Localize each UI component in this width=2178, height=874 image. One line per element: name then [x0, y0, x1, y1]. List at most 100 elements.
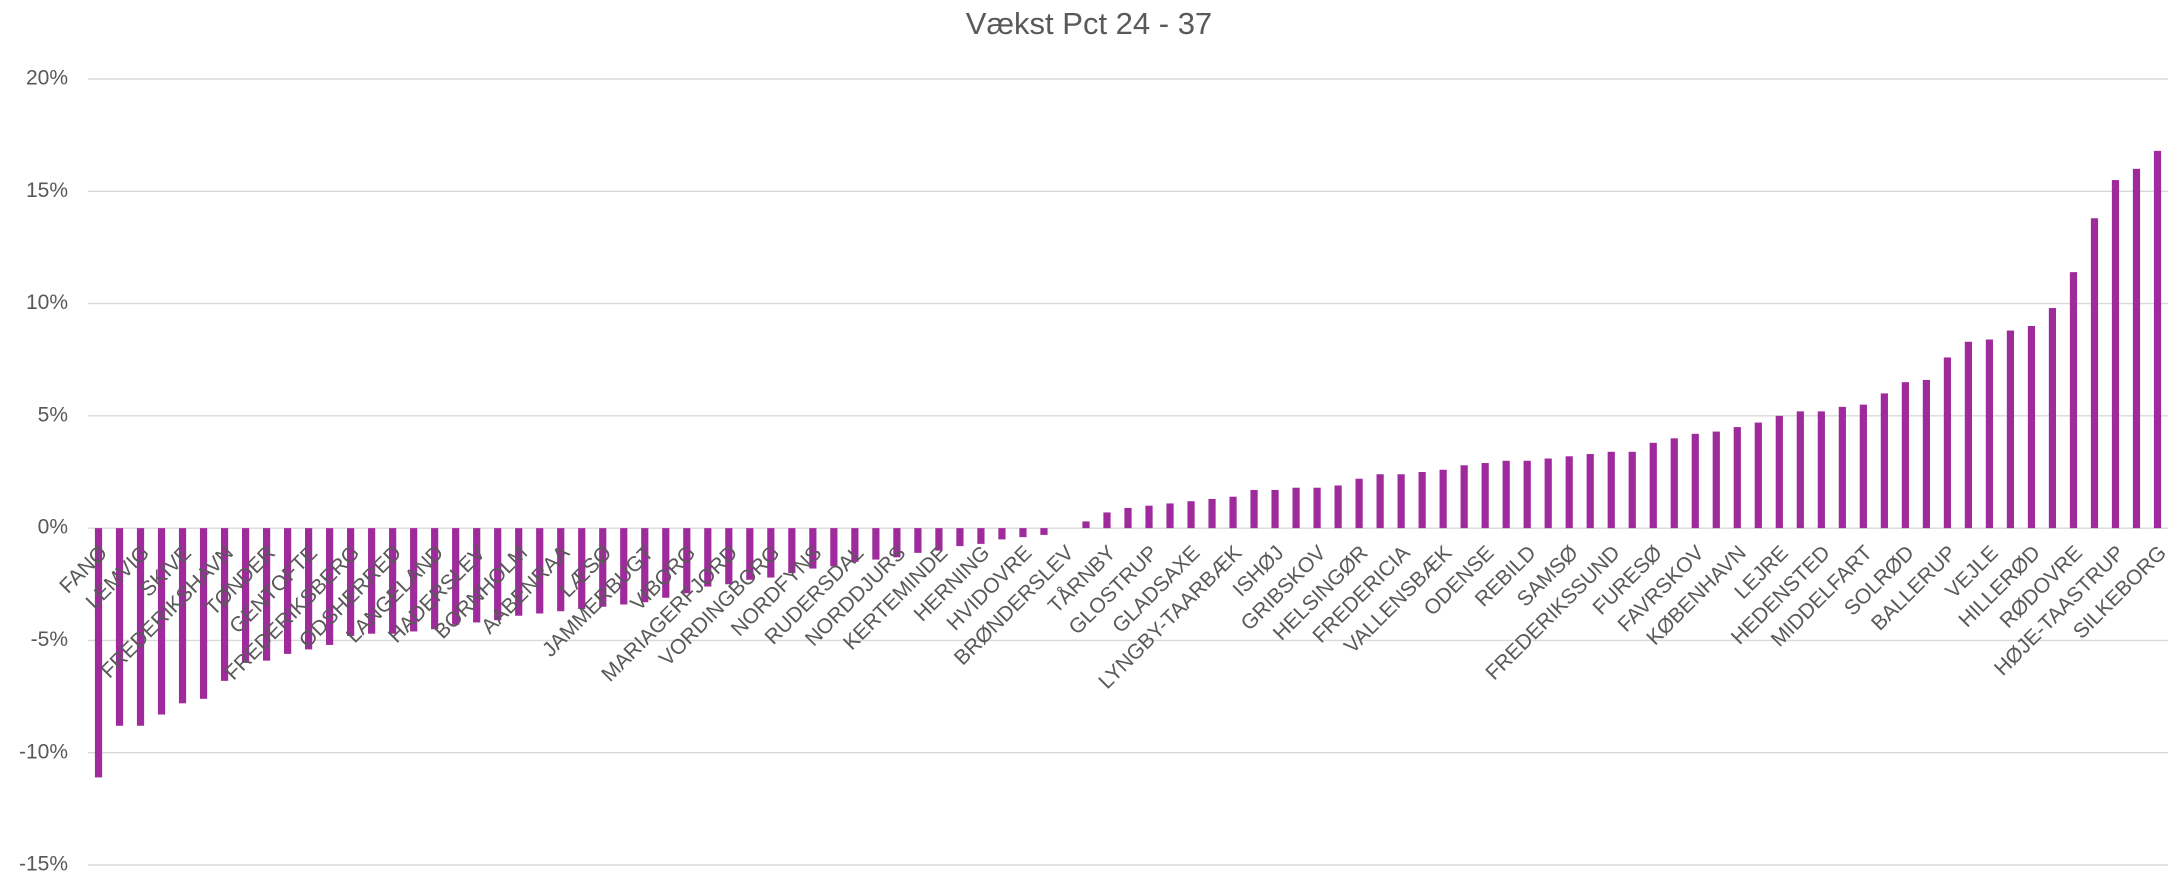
- bar: [283, 528, 292, 654]
- bar: [1166, 503, 1174, 529]
- bar: [1103, 512, 1111, 529]
- bar: [557, 528, 565, 612]
- bar: [683, 528, 691, 594]
- bar: [1208, 498, 1216, 529]
- bar: [536, 528, 544, 614]
- bar: [452, 528, 460, 625]
- bar: [1313, 487, 1321, 529]
- bar: [788, 528, 796, 574]
- bar: [1544, 458, 1552, 529]
- bar: [1019, 528, 1027, 538]
- bar: [494, 528, 502, 621]
- y-tick-label: -10%: [19, 740, 68, 763]
- bar: [830, 528, 838, 567]
- bar: [1733, 427, 1741, 529]
- bar: [1124, 507, 1132, 529]
- bar: [1460, 465, 1468, 529]
- bar: [1649, 442, 1657, 529]
- bar: [241, 528, 250, 663]
- bar: [2153, 150, 2162, 529]
- bar: [1859, 404, 1867, 529]
- y-tick-label: -15%: [19, 853, 68, 874]
- bar: [115, 528, 124, 726]
- bar: [305, 528, 313, 650]
- bar: [704, 528, 712, 587]
- chart-title: Vækst Pct 24 - 37: [966, 6, 1212, 41]
- bar: [199, 528, 208, 699]
- bar: [1334, 485, 1342, 529]
- bar: [1670, 438, 1678, 529]
- bar: [2090, 218, 2099, 529]
- bar: [914, 528, 922, 553]
- bar: [746, 528, 754, 580]
- bar: [368, 528, 376, 634]
- bar: [1145, 505, 1153, 529]
- bar: [1964, 341, 1973, 529]
- y-tick-label: 5%: [38, 403, 68, 426]
- bar: [515, 528, 523, 616]
- bar: [94, 528, 103, 778]
- bar: [893, 528, 901, 558]
- bar: [1838, 406, 1846, 529]
- bar: [2132, 168, 2141, 529]
- bar: [1187, 501, 1195, 529]
- bar: [1523, 460, 1531, 529]
- bar: [620, 528, 628, 605]
- bar: [1880, 393, 1888, 529]
- y-tick-label: 15%: [26, 179, 68, 202]
- bar: [1418, 472, 1426, 529]
- bar: [1712, 431, 1720, 529]
- bar: [1565, 456, 1573, 529]
- bar: [326, 528, 334, 645]
- bar: [1628, 451, 1636, 529]
- bar: [1775, 415, 1783, 529]
- bar: [1439, 469, 1447, 529]
- y-tick-label: 0%: [38, 516, 68, 539]
- bar: [1292, 487, 1300, 529]
- bar: [725, 528, 733, 585]
- bar: [2006, 330, 2015, 529]
- bar: [851, 528, 859, 562]
- bar: [1355, 478, 1363, 529]
- bar: [998, 528, 1006, 540]
- bar: [1502, 460, 1510, 529]
- bar: [1586, 454, 1594, 529]
- bar: [1082, 521, 1090, 529]
- bar: [2069, 272, 2078, 529]
- bar: [935, 528, 943, 551]
- bar: [1817, 411, 1825, 529]
- bar: [767, 528, 775, 578]
- bar: [2027, 326, 2036, 529]
- bar: [347, 528, 355, 636]
- bar: [2048, 308, 2057, 529]
- bar: [136, 528, 145, 726]
- bar: [977, 528, 985, 544]
- bar: [431, 528, 439, 630]
- bar: [178, 528, 187, 704]
- bar: [1376, 474, 1384, 529]
- bar: [1754, 422, 1762, 529]
- bar: [1691, 433, 1699, 529]
- y-tick-label: 20%: [26, 67, 68, 90]
- bar: [1397, 474, 1405, 529]
- bar: [1901, 382, 1909, 529]
- bar: [410, 528, 418, 632]
- bar: [2111, 180, 2120, 529]
- bar: [578, 528, 586, 609]
- bar: [157, 528, 166, 715]
- bar: [1607, 451, 1615, 529]
- bar: [1796, 411, 1804, 529]
- bar: [389, 528, 397, 634]
- bar: [1481, 463, 1489, 529]
- bar: [262, 528, 271, 661]
- y-tick-label: -5%: [31, 628, 68, 651]
- bar: [662, 528, 670, 598]
- bar: [809, 528, 817, 569]
- bar: [956, 528, 964, 547]
- bar: [1229, 496, 1237, 529]
- bar: [1250, 489, 1258, 529]
- bar: [1943, 357, 1951, 529]
- y-tick-label: 10%: [26, 291, 68, 314]
- bar: [599, 528, 607, 607]
